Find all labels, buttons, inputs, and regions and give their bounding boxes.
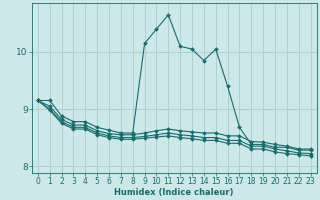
X-axis label: Humidex (Indice chaleur): Humidex (Indice chaleur)	[115, 188, 234, 197]
